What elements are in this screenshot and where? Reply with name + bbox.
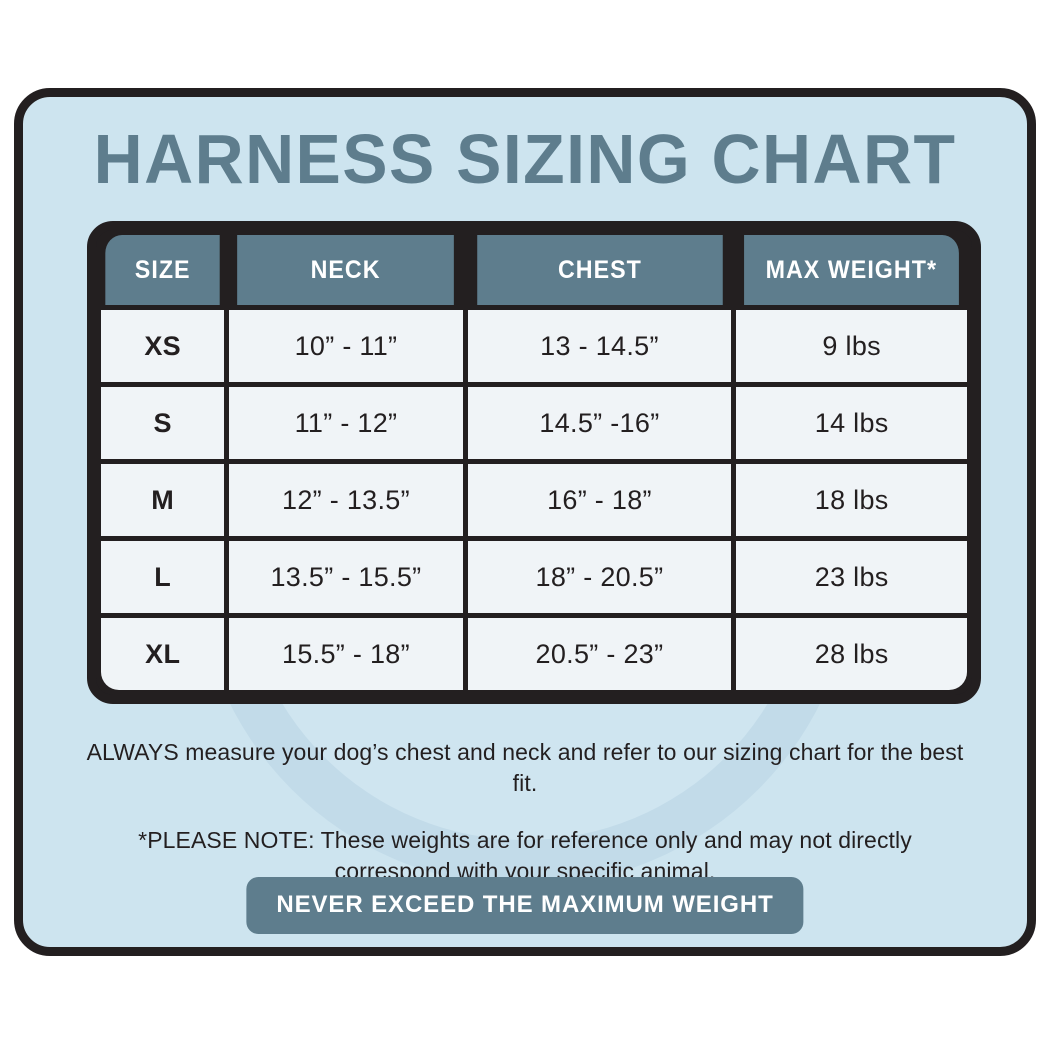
sizing-chart-card: GO STAR HARNESS SIZING CHART SIZE NECK C… — [14, 88, 1036, 956]
cell-chest: 13 - 14.5” — [467, 310, 732, 382]
column-header-chest: CHEST — [476, 235, 723, 305]
cell-weight: 23 lbs — [736, 541, 967, 613]
cell-neck: 11” - 12” — [229, 387, 463, 459]
cell-neck: 15.5” - 18” — [229, 618, 463, 690]
cell-neck: 10” - 11” — [229, 310, 463, 382]
cell-size: XS — [101, 310, 225, 382]
cell-weight: 9 lbs — [736, 310, 967, 382]
cell-size: XL — [101, 618, 225, 690]
cell-chest: 16” - 18” — [467, 464, 732, 536]
cell-chest: 20.5” - 23” — [467, 618, 732, 690]
cell-weight: 28 lbs — [736, 618, 967, 690]
table-row: XL 15.5” - 18” 20.5” - 23” 28 lbs — [101, 618, 967, 690]
cell-size: L — [101, 541, 225, 613]
cell-weight: 14 lbs — [736, 387, 967, 459]
note-measure: ALWAYS measure your dog’s chest and neck… — [86, 739, 964, 797]
cell-size: S — [101, 387, 225, 459]
page-title: HARNESS SIZING CHART — [93, 120, 957, 198]
table-row: M 12” - 13.5” 16” - 18” 18 lbs — [101, 464, 967, 536]
table-row: S 11” - 12” 14.5” -16” 14 lbs — [101, 387, 967, 459]
table-row: L 13.5” - 15.5” 18” - 20.5” 23 lbs — [101, 541, 967, 613]
column-header-weight: MAX WEIGHT* — [744, 235, 959, 305]
sizing-table-container: SIZE NECK CHEST MAX WEIGHT* XS 10” - 11”… — [87, 221, 981, 704]
notes-section: ALWAYS measure your dog’s chest and neck… — [73, 737, 977, 887]
table-header-row: SIZE NECK CHEST MAX WEIGHT* — [101, 235, 967, 305]
table-row: XS 10” - 11” 13 - 14.5” 9 lbs — [101, 310, 967, 382]
column-header-size: SIZE — [105, 235, 221, 305]
max-weight-banner: NEVER EXCEED THE MAXIMUM WEIGHT — [246, 877, 804, 934]
cell-size: M — [101, 464, 225, 536]
cell-neck: 12” - 13.5” — [229, 464, 463, 536]
sizing-table: SIZE NECK CHEST MAX WEIGHT* XS 10” - 11”… — [96, 230, 972, 695]
cell-neck: 13.5” - 15.5” — [229, 541, 463, 613]
column-header-neck: NECK — [237, 235, 455, 305]
cell-weight: 18 lbs — [736, 464, 967, 536]
cell-chest: 18” - 20.5” — [467, 541, 732, 613]
cell-chest: 14.5” -16” — [467, 387, 732, 459]
